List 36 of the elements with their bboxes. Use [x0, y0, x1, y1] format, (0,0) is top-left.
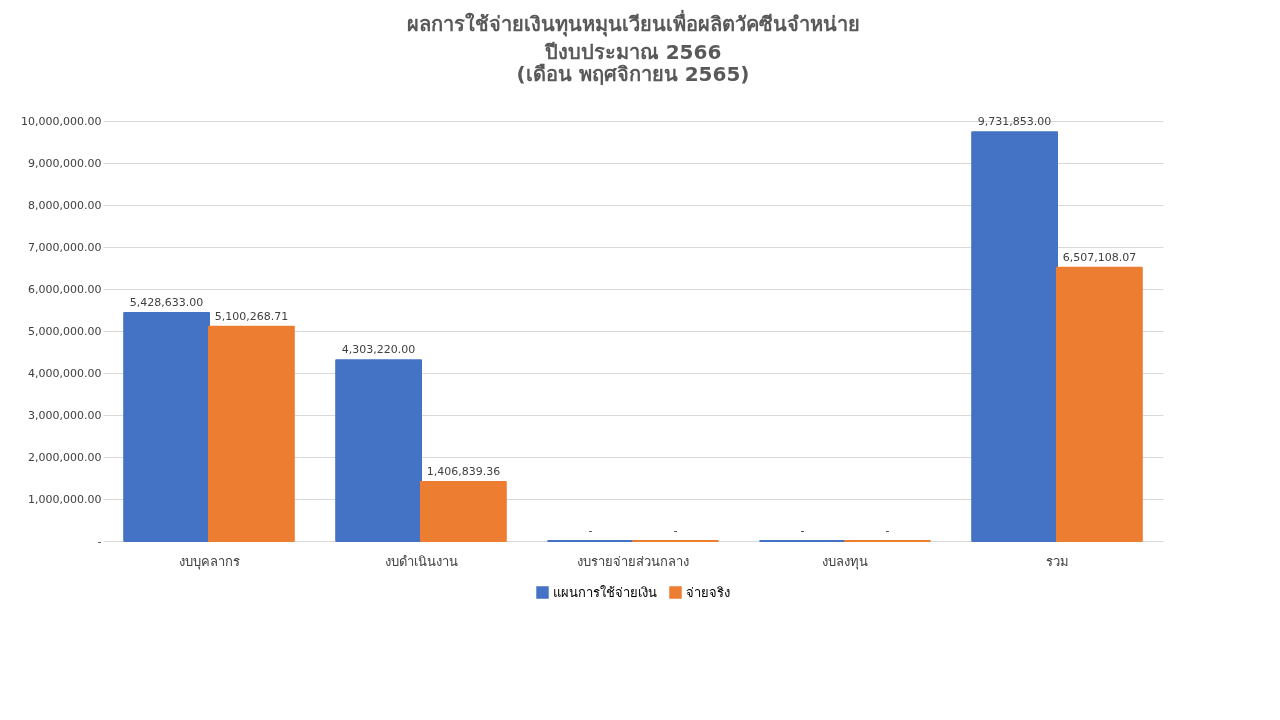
y-tick-label: 7,000,000.00: [28, 240, 102, 254]
legend-label: จ่ายจริง: [686, 584, 730, 600]
x-tick-label: งบลงทุน: [822, 553, 868, 570]
data-label: 4,303,220.00: [341, 343, 416, 357]
y-tick-label: 9,000,000.00: [28, 156, 102, 170]
data-label: -: [885, 524, 890, 537]
bar: [1056, 266, 1143, 542]
x-tick-label: งบรายจ่ายส่วนกลาง: [577, 553, 689, 569]
chart-subtitle: ปีงบประมาณ 2566 (เดือน พฤศจิกายน 2565): [516, 40, 750, 86]
data-label: -: [588, 524, 593, 537]
y-tick-label: 1,000,000.00: [28, 492, 102, 506]
x-tick-label: งบดำเนินงาน: [384, 553, 458, 569]
y-tick-label: 5,000,000.00: [28, 324, 102, 338]
y-tick-label: 2,000,000.00: [28, 450, 102, 464]
data-label: 9,731,853.00: [977, 115, 1052, 129]
bar: [123, 312, 210, 542]
bar: [335, 359, 422, 542]
data-label: 5,100,268.71: [214, 309, 289, 323]
legend-label: แผนการใช้จ่ายเงิน: [553, 584, 657, 600]
x-tick-label: รวม: [1045, 553, 1069, 569]
chart-title: ผลการใช้จ่ายเงินทุนหมุนเวียนเพื่อผลิตวัคซีนจำหน่าย: [406, 9, 860, 37]
data-label: 5,428,633.00: [129, 296, 204, 309]
bar: [420, 480, 507, 542]
y-tick-label: 10,000,000.00: [21, 114, 102, 128]
y-tick-label: 4,000,000.00: [28, 366, 102, 380]
x-tick-label: งบบุคลากร: [178, 553, 240, 570]
data-label: -: [673, 524, 678, 537]
data-label: 1,406,839.36: [426, 464, 501, 478]
data-label: -: [800, 524, 805, 537]
y-tick-label: -: [97, 534, 102, 548]
y-tick-label: 8,000,000.00: [28, 198, 102, 212]
y-tick-label: 3,000,000.00: [28, 408, 102, 422]
data-label: 6,507,108.07: [1062, 250, 1137, 264]
y-tick-label: 6,000,000.00: [28, 282, 102, 296]
bar: [208, 325, 295, 542]
bar: [971, 131, 1058, 542]
